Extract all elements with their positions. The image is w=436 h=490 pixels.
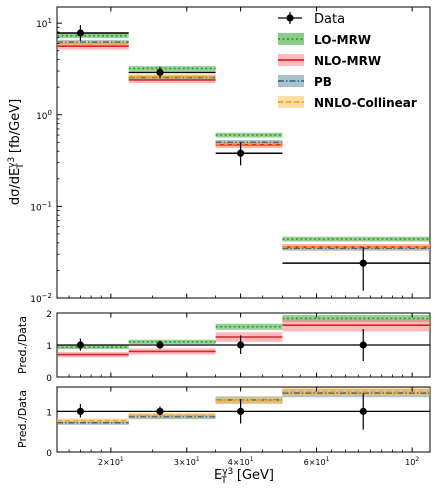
x-tick-label-1: 3×101 <box>174 456 200 467</box>
ratio2-data-point-3 <box>359 407 367 415</box>
ratio2-data-point-1 <box>156 407 164 415</box>
ratio1-LO-MRW-band-0 <box>57 345 129 350</box>
x-tick-label-0: 2×101 <box>98 456 124 467</box>
x-tick-label-3: 6×101 <box>304 456 330 467</box>
data-point-2 <box>237 149 245 157</box>
ratio1-LO-MRW-band-1 <box>128 339 216 344</box>
ratio1-data-point-2 <box>237 341 245 349</box>
plot-frame <box>56 6 431 299</box>
x-axis-label: Eγ3 T [GeV] <box>214 467 274 486</box>
x-tick-label-2: 4×101 <box>228 456 254 467</box>
legend-label-data: Data <box>314 12 345 27</box>
legend-swatch-0 <box>278 33 304 45</box>
ratio2-y-tick-label-0: 0 <box>46 449 52 459</box>
y-tick-label-0: 101 <box>36 17 52 30</box>
ratio2-y-tick-label-1: 1 <box>46 408 52 418</box>
ratio-panel-1: 0 1 2 <box>46 310 431 384</box>
ratio1-y-tick-label-0: 0 <box>46 374 52 384</box>
legend-label-2: PB <box>314 75 332 89</box>
ratio1-y-tick-label-2: 2 <box>46 310 52 320</box>
ratio2-y-axis-label: Pred./Data <box>16 390 29 448</box>
ratio1-data-point-0 <box>76 341 85 349</box>
ratio-panel-2: 0 1 2×101 3×101 4×101 6×101 102 <box>46 386 431 467</box>
y-tick-label-3: 10−2 <box>30 292 52 305</box>
axis-labels: dσ/dEγ3T [fb/GeV] Pred./Data Pred./Data Eγ3… <box>7 99 274 486</box>
ratio2-data-point-0 <box>76 407 85 415</box>
data-point-1 <box>156 68 164 76</box>
series-LO-MRW-band-0 <box>57 33 129 39</box>
data-point-3 <box>359 259 367 267</box>
y-axis-label: dσ/dEγ3T [fb/GeV] <box>7 99 26 205</box>
y-tick-label-2: 10−1 <box>30 200 52 213</box>
legend-label-0: LO-MRW <box>314 33 371 47</box>
ratio1-data-point-3 <box>359 341 367 349</box>
ratio1-y-tick-label-1: 1 <box>46 342 52 352</box>
legend-label-3: NNLO-Collinear <box>314 96 417 110</box>
data-point-0 <box>76 29 85 37</box>
legend-label-1: NLO-MRW <box>314 54 381 68</box>
x-tick-label-4: 102 <box>405 456 419 467</box>
ratio1-data-point-1 <box>156 341 164 349</box>
series-LO-MRW-band-1 <box>128 66 216 71</box>
main-panel: 101 100 10−1 10−2 <box>30 6 431 305</box>
legend: Data LO-MRW NLO-MRW PB NNLO-Collinear <box>278 12 417 110</box>
ratio2-data-point-2 <box>237 407 245 415</box>
y-tick-label-1: 100 <box>36 109 52 122</box>
ratio1-y-axis-label: Pred./Data <box>16 316 29 374</box>
legend-data-marker <box>286 14 294 22</box>
